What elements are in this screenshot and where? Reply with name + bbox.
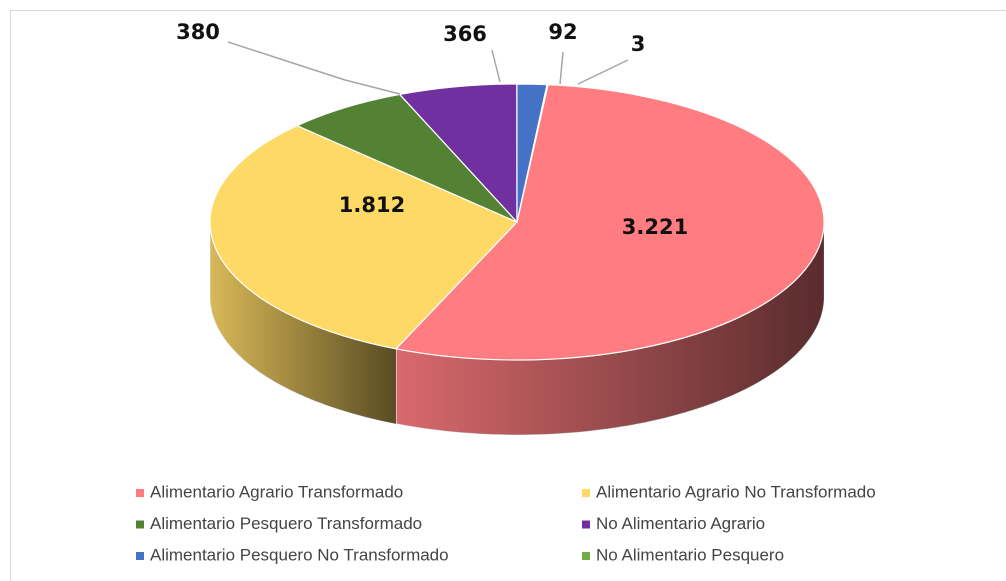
legend-label: Alimentario Pesquero Transformado <box>150 514 422 533</box>
data-label: 380 <box>176 20 220 44</box>
chart-frame <box>10 10 1006 581</box>
legend-swatch <box>582 489 590 497</box>
leader-line <box>491 49 501 83</box>
legend-label: Alimentario Pesquero No Transformado <box>150 545 449 564</box>
legend-swatch <box>582 520 590 529</box>
legend-swatch <box>136 520 144 529</box>
data-label: 3.221 <box>622 215 688 239</box>
leader-line <box>559 51 564 85</box>
legend-swatch <box>136 552 144 560</box>
legend-label: No Alimentario Pesquero <box>596 545 784 564</box>
slice-side-shade <box>396 222 824 435</box>
slice <box>295 93 518 223</box>
slice <box>394 84 825 361</box>
legend-label: Alimentario Agrario No Transformado <box>596 482 876 501</box>
slice <box>209 125 519 350</box>
slice <box>516 84 549 223</box>
slice-side-shade <box>210 222 397 424</box>
legend-label: Alimentario Agrario Transformado <box>150 482 403 501</box>
data-label: 92 <box>548 20 577 44</box>
legend-swatch <box>582 552 590 560</box>
legend-label: No Alimentario Agrario <box>596 514 765 533</box>
legend-swatch <box>136 489 144 497</box>
leader-line <box>577 59 629 85</box>
data-label: 1.812 <box>339 193 405 217</box>
data-label: 3 <box>631 32 646 56</box>
leader-line <box>227 41 401 95</box>
data-label: 366 <box>443 22 487 46</box>
slice <box>398 83 518 224</box>
